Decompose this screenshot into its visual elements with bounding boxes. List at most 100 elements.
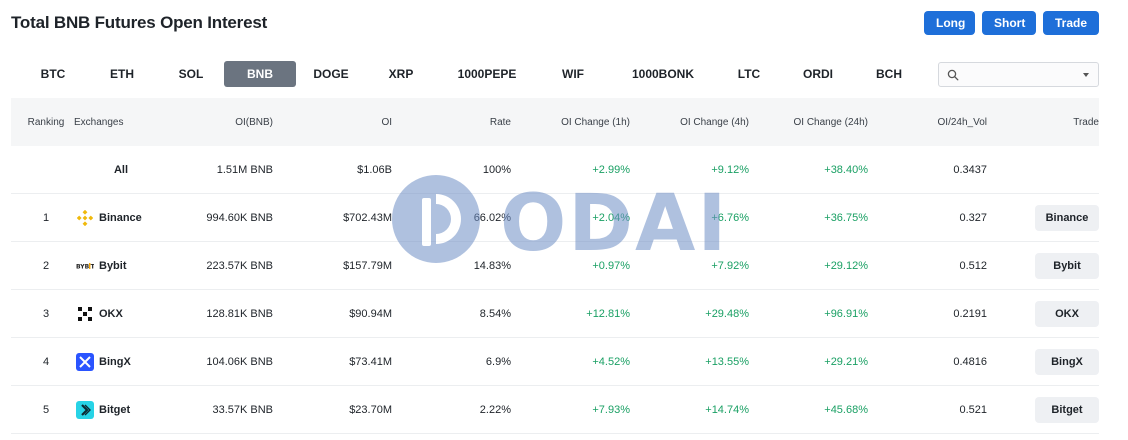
rank-cell: 5 [42,403,50,416]
exchange-name: OKX [99,307,123,320]
long-button[interactable]: Long [924,11,975,35]
header-ranking: Ranking [27,116,65,128]
tab-ordi[interactable]: ORDI [803,67,833,81]
rank-cell: 2 [42,259,50,272]
oi-vol-cell: 0.327 [959,211,987,224]
tab-bnb[interactable]: BNB [224,61,296,87]
short-button[interactable]: Short [982,11,1036,35]
exchange-cell: Binance [71,209,171,227]
header-actions: Long Short Trade [924,11,1099,35]
header-oi-change-1h: OI Change (1h) [561,116,630,128]
coin-search-select[interactable] [938,62,1099,87]
bingx-icon [76,352,94,371]
rate-cell: 100% [482,163,511,176]
header-trade: Trade [1073,116,1099,128]
oi-cell: $90.94M [349,307,392,320]
rate-cell: 2.22% [479,403,511,416]
tab-doge[interactable]: DOGE [313,67,349,81]
tab-sol[interactable]: SOL [178,67,204,81]
header-oi: OI [381,116,392,128]
coin-tabs: BTC ETH SOL BNB DOGE XRP 1000PEPE WIF 1000BONK LT… [20,61,922,87]
rate-cell: 66.02% [473,211,511,224]
oi-bnb-cell: 994.60K BNB [206,211,273,224]
oi-vol-cell: 0.521 [959,403,987,416]
table-row: 4 BingX 104.06K BNB $73.41M 6.9% +4.52% +13.55… [11,338,1099,386]
tab-btc[interactable]: BTC [40,67,66,81]
oi-vol-cell: 0.3437 [953,163,987,176]
oi-cell: $157.79M [343,259,392,272]
oi-cell: $73.41M [349,355,392,368]
trade-cell: BingX [987,348,1099,375]
table-row: 2 BYB T Bybit 223.57K BNB $157.79M 14.83% +0.97… [11,242,1099,290]
header-oi-change-24h: OI Change (24h) [793,116,869,128]
chevron-down-icon[interactable] [1083,73,1089,77]
oi-bnb-cell: 1.51M BNB [216,163,273,176]
header-exchanges: Exchanges [74,116,124,128]
exchange-cell: BYB T Bybit [71,257,171,275]
oi-change-1h-cell: +0.97% [592,259,630,272]
trade-bitget-button[interactable]: Bitget [1035,396,1099,423]
oi-change-1h-cell: +2.99% [592,163,630,176]
trade-button[interactable]: Trade [1043,11,1099,35]
table-header: Ranking Exchanges OI(BNB) OI Rate OI Cha… [11,98,1099,146]
binance-icon [76,209,94,227]
oi-bnb-cell: 104.06K BNB [206,355,273,368]
exchange-name: Binance [99,211,142,224]
trade-okx-button[interactable]: OKX [1035,300,1099,327]
all-label: All [113,163,129,176]
exchange-cell: All [71,164,171,176]
oi-change-4h-cell: +13.55% [705,355,749,368]
exchange-cell: Bitget [71,400,171,419]
rank-cell: 1 [42,211,50,224]
table-row: 1 Binance 994.60K BNB $702.43M 66.02% +2.04% +… [11,194,1099,242]
trade-binance-button[interactable]: Binance [1035,204,1099,231]
page-header: Total BNB Futures Open Interest Long Sho… [0,0,1128,46]
tab-1000pepe[interactable]: 1000PEPE [457,67,517,81]
tab-wif[interactable]: WIF [562,67,584,81]
bitget-icon [76,400,94,419]
oi-cell: $23.70M [349,403,392,416]
header-oi-bnb: OI(BNB) [235,116,273,128]
header-rate: Rate [489,116,511,128]
oi-vol-cell: 0.4816 [953,355,987,368]
rank-cell: 4 [42,355,50,368]
oi-change-4h-cell: +14.74% [705,403,749,416]
oi-change-1h-cell: +2.04% [592,211,630,224]
page-title: Total BNB Futures Open Interest [11,13,268,32]
table-row-all: All 1.51M BNB $1.06B 100% +2.99% +9.12% … [11,146,1099,194]
trade-bybit-button[interactable]: Bybit [1035,252,1099,279]
tab-1000bonk[interactable]: 1000BONK [631,67,695,81]
oi-change-1h-cell: +7.93% [592,403,630,416]
tab-bch[interactable]: BCH [876,67,902,81]
open-interest-table: Ranking Exchanges OI(BNB) OI Rate OI Cha… [11,98,1099,434]
exchange-name: BingX [99,355,131,368]
oi-change-24h-cell: +38.40% [824,163,868,176]
oi-bnb-cell: 128.81K BNB [206,307,273,320]
oi-change-24h-cell: +45.68% [824,403,868,416]
header-oi-24h-vol: OI/24h_Vol [937,116,987,128]
rate-cell: 8.54% [479,307,511,320]
trade-cell: Bybit [987,252,1099,279]
tab-eth[interactable]: ETH [110,67,134,81]
svg-text:BYB: BYB [76,263,90,270]
oi-bnb-cell: 223.57K BNB [206,259,273,272]
oi-bnb-cell: 33.57K BNB [212,403,273,416]
exchange-name: Bybit [99,259,127,272]
oi-change-1h-cell: +12.81% [586,307,630,320]
rate-cell: 6.9% [485,355,511,368]
tab-ltc[interactable]: LTC [737,67,761,81]
tab-xrp[interactable]: XRP [388,67,414,81]
trade-bingx-button[interactable]: BingX [1035,348,1099,375]
exchange-name: Bitget [99,403,131,416]
oi-change-4h-cell: +29.48% [705,307,749,320]
table-row: 5 Bitget 33.57K BNB $23.70M 2.22% +7.93% +14.7… [11,386,1099,434]
oi-change-4h-cell: +6.76% [711,211,749,224]
oi-cell: $702.43M [343,211,392,224]
oi-vol-cell: 0.2191 [953,307,987,320]
oi-change-4h-cell: +9.12% [711,163,749,176]
oi-vol-cell: 0.512 [959,259,987,272]
oi-change-1h-cell: +4.52% [592,355,630,368]
oi-change-24h-cell: +36.75% [824,211,868,224]
trade-cell: Bitget [987,396,1099,423]
oi-change-24h-cell: +96.91% [824,307,868,320]
